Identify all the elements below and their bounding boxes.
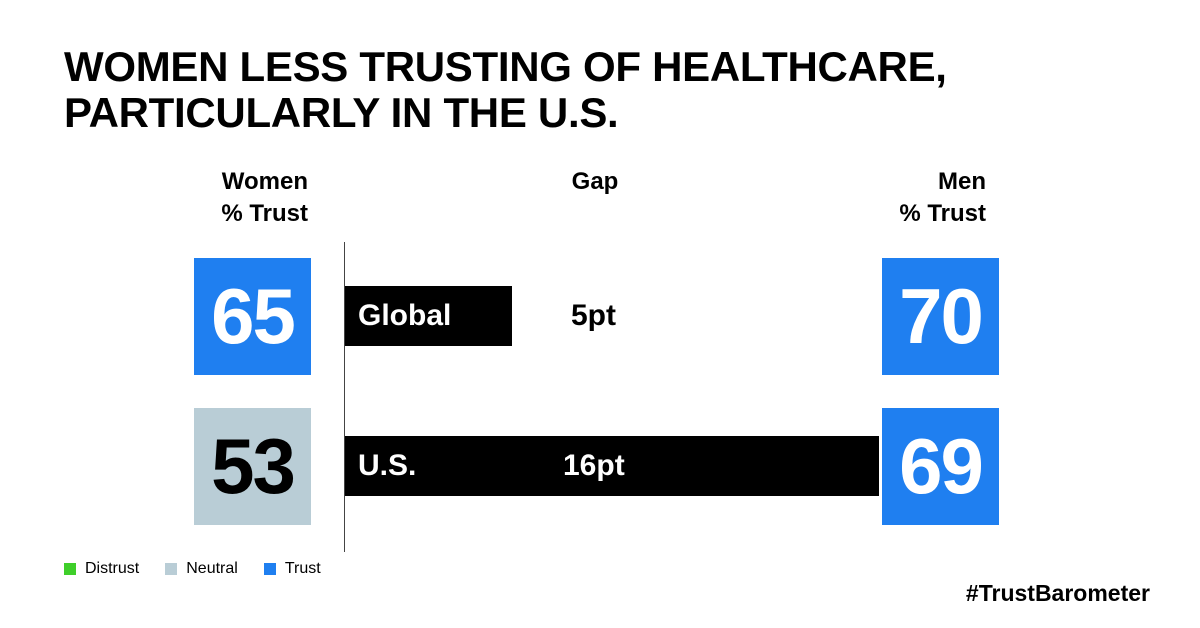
men-header-line-1: Men — [938, 168, 986, 195]
legend-item-trust: Trust — [263, 560, 321, 578]
gap-column-header: Gap — [571, 168, 619, 195]
gap-bar-global — [345, 286, 512, 346]
gap-label-us: 16pt — [563, 449, 625, 482]
region-label-global: Global — [358, 299, 452, 332]
men-column-header: Men % Trust — [862, 166, 986, 230]
men-header-line-2: % Trust — [899, 200, 986, 227]
gap-bar-us — [345, 436, 880, 496]
legend-label-neutral: Neutral — [186, 560, 238, 577]
hashtag: #TrustBarometer — [965, 580, 1150, 606]
title-line-1: WOMEN LESS TRUSTING OF HEALTHCARE, — [64, 43, 947, 90]
men-value-us: 69 — [882, 408, 999, 525]
legend-item-distrust: Distrust — [64, 560, 139, 578]
gap-label-global: 5pt — [571, 299, 616, 332]
legend-swatch-neutral — [165, 563, 178, 575]
chart-title: WOMEN LESS TRUSTING OF HEALTHCARE, PARTI… — [64, 44, 1064, 136]
legend: Distrust Neutral Trust — [64, 560, 321, 578]
legend-label-distrust: Distrust — [85, 560, 140, 577]
title-line-2: PARTICULARLY IN THE U.S. — [64, 89, 619, 136]
men-value-global: 70 — [882, 258, 999, 375]
women-header-line-2: % Trust — [221, 200, 308, 227]
women-value-global: 65 — [194, 258, 311, 375]
zero-axis-line — [344, 242, 345, 552]
legend-label-trust: Trust — [284, 560, 321, 577]
women-column-header: Women % Trust — [150, 166, 308, 230]
region-label-us: U.S. — [358, 449, 417, 482]
legend-swatch-distrust — [64, 563, 76, 575]
legend-swatch-trust — [263, 563, 276, 575]
legend-item-neutral: Neutral — [165, 560, 238, 578]
women-header-line-1: Women — [221, 168, 308, 195]
women-value-us: 53 — [194, 408, 311, 525]
